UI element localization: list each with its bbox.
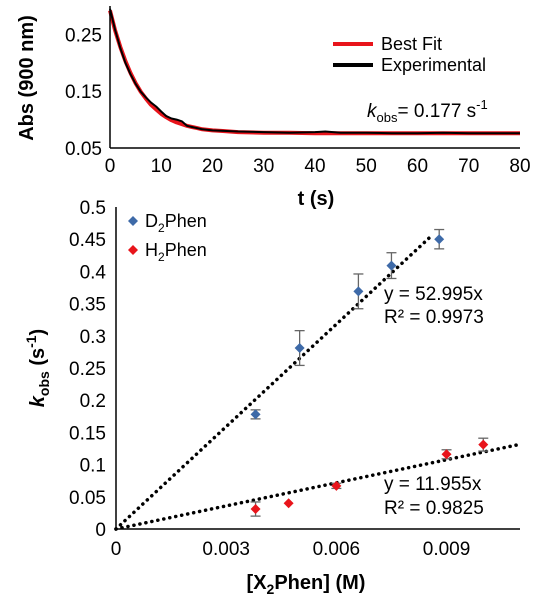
- data-point-h2phen: [331, 480, 342, 491]
- bottom-x-tick-label: 0.006: [313, 539, 361, 560]
- kobs-value: = 0.177 s: [397, 101, 476, 122]
- d2phen-sub: 2: [158, 221, 165, 235]
- bottom-y-tick-label: 0.4: [80, 262, 107, 283]
- top-x-tick-label: 70: [458, 156, 479, 177]
- top-x-tick-label: 80: [509, 156, 530, 177]
- y-title-close: ): [27, 329, 49, 336]
- bottom-y-tick-label: 0.45: [69, 230, 106, 251]
- data-point-d2phen: [386, 260, 397, 271]
- top-x-tick-label: 0: [105, 156, 116, 177]
- legend-marker-h2phen: [128, 245, 138, 255]
- top-x-tick-label: 10: [151, 156, 172, 177]
- data-point-h2phen: [283, 498, 294, 509]
- legend-label-experimental: Experimental: [381, 55, 486, 75]
- decay-series-group: [108, 8, 520, 136]
- top-x-axis-title: t (s): [298, 188, 335, 210]
- top-x-tick-labels: 0 10 20 30 40 50 60 70 80: [105, 156, 531, 177]
- bottom-x-axis-title: [X2Phen] (M): [247, 572, 366, 597]
- bottom-x-tick-label: 0: [111, 539, 122, 560]
- data-points-group: [250, 228, 489, 517]
- y-title-k: k: [27, 395, 49, 407]
- bottom-y-tick-label: 0.3: [80, 327, 106, 348]
- bottom-x-tick-label: 0.003: [202, 539, 250, 560]
- top-legend: Best Fit Experimental: [333, 34, 486, 75]
- h2phen-r2: R² = 0.9825: [384, 498, 484, 519]
- d2phen-part2: Phen: [165, 211, 207, 231]
- data-point-d2phen: [294, 343, 305, 354]
- top-y-tick-label: 0.05: [65, 139, 102, 160]
- legend-label-h2phen: H2Phen: [145, 240, 207, 264]
- top-x-tick-label: 50: [356, 156, 377, 177]
- top-y-axis-title: Abs (900 nm): [16, 15, 38, 141]
- y-title-exp: -1: [23, 335, 39, 348]
- bottom-y-tick-label: 0.2: [80, 391, 106, 412]
- legend-marker-d2phen: [128, 216, 138, 226]
- h2phen-part2: Phen: [165, 240, 207, 260]
- top-y-tick-labels: 0.05 0.15 0.25: [65, 25, 102, 160]
- kobs-concentration-chart: 0 0.05 0.1 0.15 0.2 0.25 0.3 0.35 0.4 0.45 0.5 0 0.…: [23, 198, 522, 597]
- top-y-tick-label: 0.15: [65, 82, 102, 103]
- y-title-unit: (s: [27, 348, 49, 371]
- d2phen-r2: R² = 0.9973: [384, 307, 484, 328]
- top-x-tick-label: 40: [304, 156, 325, 177]
- top-x-tick-label: 30: [253, 156, 274, 177]
- kobs-subscript: obs: [377, 110, 398, 125]
- bottom-y-tick-label: 0: [95, 520, 106, 541]
- trendline-d2phen: [114, 235, 432, 531]
- h2phen-equation: y = 11.955x: [384, 474, 482, 495]
- top-y-tick-label: 0.25: [65, 25, 102, 46]
- x-title-sub: 2: [267, 581, 275, 597]
- data-point-h2phen: [441, 449, 452, 460]
- data-point-h2phen: [250, 504, 261, 515]
- bottom-y-tick-label: 0.25: [69, 359, 106, 380]
- h2phen-part1: H: [145, 240, 158, 260]
- legend-label-best-fit: Best Fit: [381, 34, 442, 54]
- bottom-y-tick-label: 0.05: [69, 488, 106, 509]
- bottom-legend: D2Phen H2Phen: [128, 211, 207, 264]
- bottom-y-tick-labels: 0 0.05 0.1 0.15 0.2 0.25 0.3 0.35 0.4 0.45 0.5: [69, 198, 106, 541]
- bottom-x-tick-labels: 0 0.003 0.006 0.009: [111, 539, 471, 560]
- bottom-x-tick-label: 0.009: [423, 539, 471, 560]
- kobs-symbol: k: [367, 101, 378, 122]
- kobs-annotation: kobs= 0.177 s-1: [367, 97, 488, 125]
- top-x-tick-label: 60: [407, 156, 428, 177]
- kobs-unit-exponent: -1: [476, 97, 488, 112]
- absorbance-decay-chart: 0.05 0.15 0.25 0 10 20 30 40 50 60 70 80 Abs (900 …: [16, 6, 531, 210]
- trendlines-group: [114, 235, 522, 531]
- x-title-part2: Phen] (M): [274, 572, 365, 594]
- data-point-h2phen: [478, 439, 489, 450]
- top-x-tick-label: 20: [202, 156, 223, 177]
- data-point-d2phen: [434, 234, 445, 245]
- bottom-y-tick-label: 0.35: [69, 295, 106, 316]
- bottom-y-tick-label: 0.1: [80, 456, 106, 477]
- bottom-y-axis-title: kobs (s-1): [23, 329, 52, 407]
- data-point-d2phen: [353, 286, 364, 297]
- d2phen-part1: D: [145, 211, 158, 231]
- bottom-y-tick-label: 0.5: [80, 198, 106, 219]
- h2phen-sub: 2: [158, 250, 165, 264]
- bottom-y-tick-label: 0.15: [69, 423, 106, 444]
- legend-label-d2phen: D2Phen: [145, 211, 207, 235]
- series-line-experimental: [109, 8, 520, 135]
- y-title-sub: obs: [36, 371, 52, 396]
- data-point-d2phen: [250, 409, 261, 420]
- x-title-part1: [X: [247, 572, 268, 594]
- d2phen-equation: y = 52.995x: [384, 284, 483, 305]
- trendline-h2phen: [114, 442, 522, 531]
